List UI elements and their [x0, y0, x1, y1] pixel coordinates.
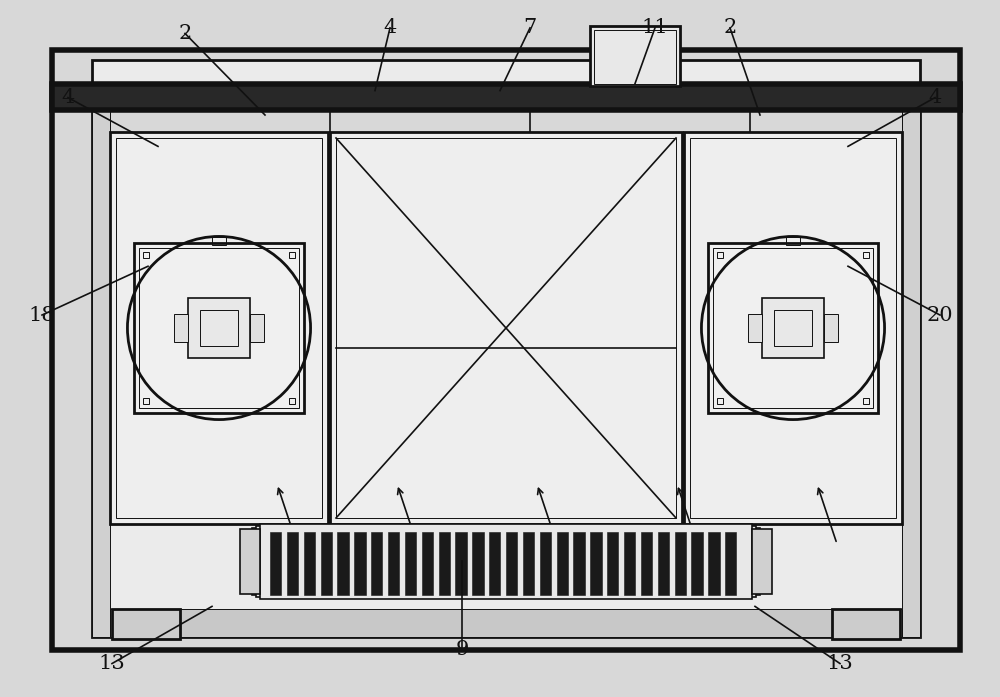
Bar [304, 532, 315, 595]
Bar [336, 138, 676, 518]
Bar [252, 528, 760, 595]
Bar [270, 532, 281, 595]
Bar [590, 26, 680, 86]
Bar [139, 248, 299, 408]
Bar [143, 252, 149, 259]
Bar [95, 63, 917, 634]
Bar [321, 532, 332, 595]
Bar [624, 532, 635, 595]
Bar [594, 30, 676, 84]
Bar [439, 532, 450, 595]
Text: 11: 11 [642, 18, 668, 38]
Bar [240, 529, 260, 594]
Text: 4: 4 [61, 88, 75, 107]
Bar [557, 532, 568, 595]
Bar [832, 609, 900, 639]
Bar [250, 314, 264, 342]
Bar [110, 609, 902, 637]
Text: 2: 2 [723, 18, 737, 38]
Bar [110, 132, 328, 524]
Bar [690, 138, 896, 518]
Bar [256, 526, 756, 597]
Text: 9: 9 [455, 640, 469, 659]
Bar [658, 532, 669, 595]
Bar [455, 532, 467, 595]
Bar [708, 532, 720, 595]
Bar [52, 50, 960, 650]
Bar [641, 532, 652, 595]
Text: 18: 18 [29, 305, 55, 325]
Bar [717, 252, 723, 259]
Bar [691, 532, 703, 595]
Bar [786, 237, 800, 245]
Bar [824, 314, 838, 342]
Bar [902, 86, 920, 637]
Bar [289, 252, 295, 259]
Bar [540, 532, 551, 595]
Bar [713, 248, 873, 408]
Bar [708, 243, 878, 413]
Text: 7: 7 [523, 18, 537, 38]
Text: 2: 2 [178, 24, 192, 43]
Bar [116, 138, 322, 518]
Bar [174, 314, 188, 342]
Bar [289, 398, 295, 404]
Bar [330, 132, 682, 524]
Bar [260, 524, 752, 599]
Bar [590, 532, 602, 595]
Bar [388, 532, 399, 595]
Text: 4: 4 [928, 88, 942, 107]
Bar [212, 237, 226, 245]
Bar [110, 110, 902, 132]
Bar [748, 314, 762, 342]
Bar [717, 398, 723, 404]
Bar [112, 609, 180, 639]
Bar [675, 532, 686, 595]
Bar [188, 298, 250, 358]
Bar [143, 398, 149, 404]
Text: 4: 4 [383, 18, 397, 38]
Bar [489, 532, 500, 595]
Bar [506, 532, 517, 595]
Bar [863, 252, 869, 259]
Bar [337, 532, 349, 595]
Bar [371, 532, 382, 595]
Text: 13: 13 [827, 654, 853, 673]
Bar [523, 532, 534, 595]
Bar [200, 310, 238, 346]
Text: 20: 20 [927, 305, 953, 325]
Bar [405, 532, 416, 595]
Bar [752, 529, 772, 594]
Bar [684, 132, 902, 524]
Bar [134, 243, 304, 413]
Bar [607, 532, 618, 595]
Bar [92, 86, 110, 637]
Text: 13: 13 [99, 654, 125, 673]
Bar [774, 310, 812, 346]
Bar [573, 532, 585, 595]
Bar [287, 532, 298, 595]
Bar [92, 84, 920, 110]
Bar [422, 532, 433, 595]
Bar [762, 298, 824, 358]
Bar [725, 532, 736, 595]
Bar [354, 532, 366, 595]
Bar [52, 84, 960, 110]
Bar [92, 60, 920, 637]
Bar [472, 532, 484, 595]
Bar [863, 398, 869, 404]
